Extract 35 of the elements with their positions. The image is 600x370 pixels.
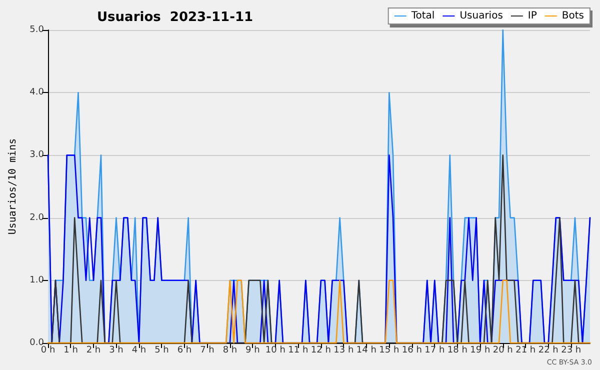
x-tick-label: 3 h [109, 346, 124, 356]
y-tick-label: 1.0 [30, 275, 44, 286]
x-tick-label: 19 h [470, 346, 490, 356]
x-tick-label: 14 h [356, 346, 376, 356]
x-tick-label: 18 h [447, 346, 468, 356]
y-tick-label: 4.0 [30, 88, 44, 98]
legend-label: Bots [562, 10, 584, 22]
chart-title: Usuarios 2023-11-11 [97, 10, 254, 25]
x-tick-label: 13 h [334, 346, 354, 356]
legend-label: IP [528, 10, 537, 22]
x-tick-label: 11 h [288, 346, 308, 356]
x-tick-label: 8 h [222, 346, 238, 356]
y-axis-title: Usuarios/10 mins [8, 138, 18, 235]
y-tick-label: 3.0 [30, 150, 44, 160]
x-tick-label: 10 h [265, 346, 286, 356]
x-tick-label: 0 h [40, 346, 56, 356]
legend-label: Total [410, 10, 435, 22]
x-tick-label: 20 h [492, 346, 513, 356]
x-tick-label: 17 h [424, 346, 445, 356]
x-tick-label: 22 h [538, 346, 558, 356]
x-tick-label: 4 h [132, 346, 146, 356]
x-tick-label: 6 h [177, 346, 192, 356]
x-tick-label: 12 h [310, 346, 331, 356]
x-tick-label: 9 h [246, 346, 260, 356]
x-tick-label: 21 h [516, 346, 536, 356]
x-tick-label: 23 h [561, 346, 582, 356]
x-tick-label: 2 h [86, 346, 101, 356]
legend-label: Usuarios [460, 10, 503, 22]
x-tick-label: 16 h [402, 346, 422, 356]
y-tick-label: 5.0 [30, 25, 44, 35]
x-tick-label: 5 h [154, 346, 169, 356]
x-tick-label: 15 h [379, 346, 400, 356]
x-tick-label: 7 h [200, 346, 214, 356]
x-tick-label: 1 h [64, 346, 78, 356]
y-tick-label: 2.0 [30, 212, 44, 223]
